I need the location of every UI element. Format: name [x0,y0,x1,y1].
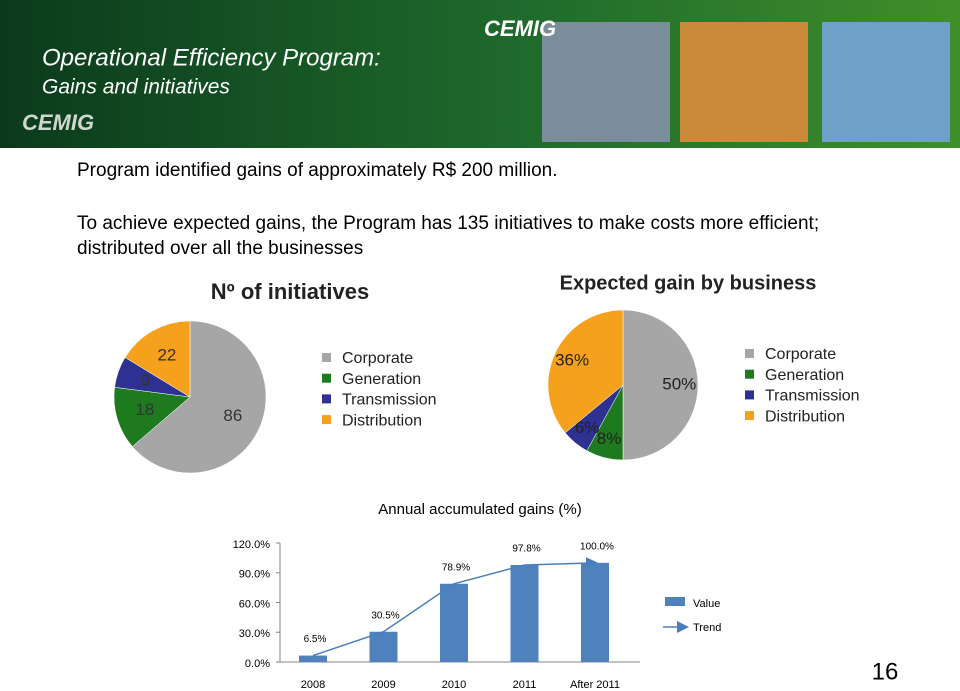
chart-title: Annual accumulated gains (%) [378,501,581,518]
photo-dam [542,22,670,142]
chart-title: Nº of initiatives [211,279,369,304]
pie-slice [132,320,267,474]
x-tick-label: After 2011 [570,679,620,691]
y-tick-label: 90.0% [239,569,270,581]
legend-label: Corporate [342,350,413,367]
legend-label: Generation [342,371,421,388]
legend-label: Transmission [342,392,437,409]
legend-label: Trend [693,622,721,634]
pie-slice [547,309,624,434]
x-tick-label: 2009 [371,679,395,691]
x-tick-label: 2008 [301,679,325,691]
logo: CEMIG [22,110,94,135]
page-number: 16 [872,658,899,685]
y-tick-label: 30.0% [239,628,270,640]
header-title: Operational Efficiency Program: [42,44,381,71]
brand: CEMIG [484,16,556,41]
data-label: 36% [555,351,589,370]
data-label: 86 [223,406,242,425]
pie-slice [622,309,699,461]
y-tick-label: 0.0% [245,658,270,670]
data-label: 8% [597,429,622,448]
legend-swatch [665,597,685,606]
photo-towers [680,22,808,142]
bar [581,562,609,662]
data-label: 97.8% [512,544,540,555]
text-line: Program identified gains of approximatel… [77,160,558,181]
legend-swatch [745,411,754,421]
data-label: 100.0% [580,541,614,552]
legend-swatch [745,349,754,358]
header-band [0,0,960,148]
data-label: 6.5% [304,634,327,645]
data-label: 78.9% [442,562,470,573]
legend-label: Distribution [342,412,422,429]
chart-title: Expected gain by business [560,272,817,294]
bar [440,583,468,662]
legend-label: Corporate [765,346,836,363]
legend-swatch [322,373,331,383]
legend-swatch [322,415,331,425]
header-subtitle: Gains and initiatives [42,76,230,99]
bar [510,565,539,662]
y-tick-label: 60.0% [239,598,270,610]
legend-swatch [322,394,331,404]
legend-swatch [322,353,331,362]
text-paragraph: To achieve expected gains, the Program h… [77,213,820,259]
data-label: 30.5% [371,610,399,621]
bar [369,631,398,662]
trend-line [312,557,598,657]
data-label: 9 [141,371,150,390]
legend-swatch [745,369,754,379]
legend-label: Transmission [765,388,860,405]
y-tick-label: 120.0% [233,539,271,551]
bar [299,655,327,662]
legend-label: Value [693,598,720,610]
data-label: 22 [157,345,176,364]
legend-label: Generation [765,367,844,384]
pie-slice [113,387,191,447]
legend-label: Distribution [765,408,845,425]
data-label: 50% [662,374,696,393]
x-tick-label: 2011 [513,679,537,691]
data-label: 6% [575,418,600,437]
data-label: 18 [135,400,154,419]
photo-worker [822,22,950,142]
legend-swatch [745,390,754,400]
x-tick-label: 2010 [442,679,466,691]
pie-slice [124,320,191,398]
